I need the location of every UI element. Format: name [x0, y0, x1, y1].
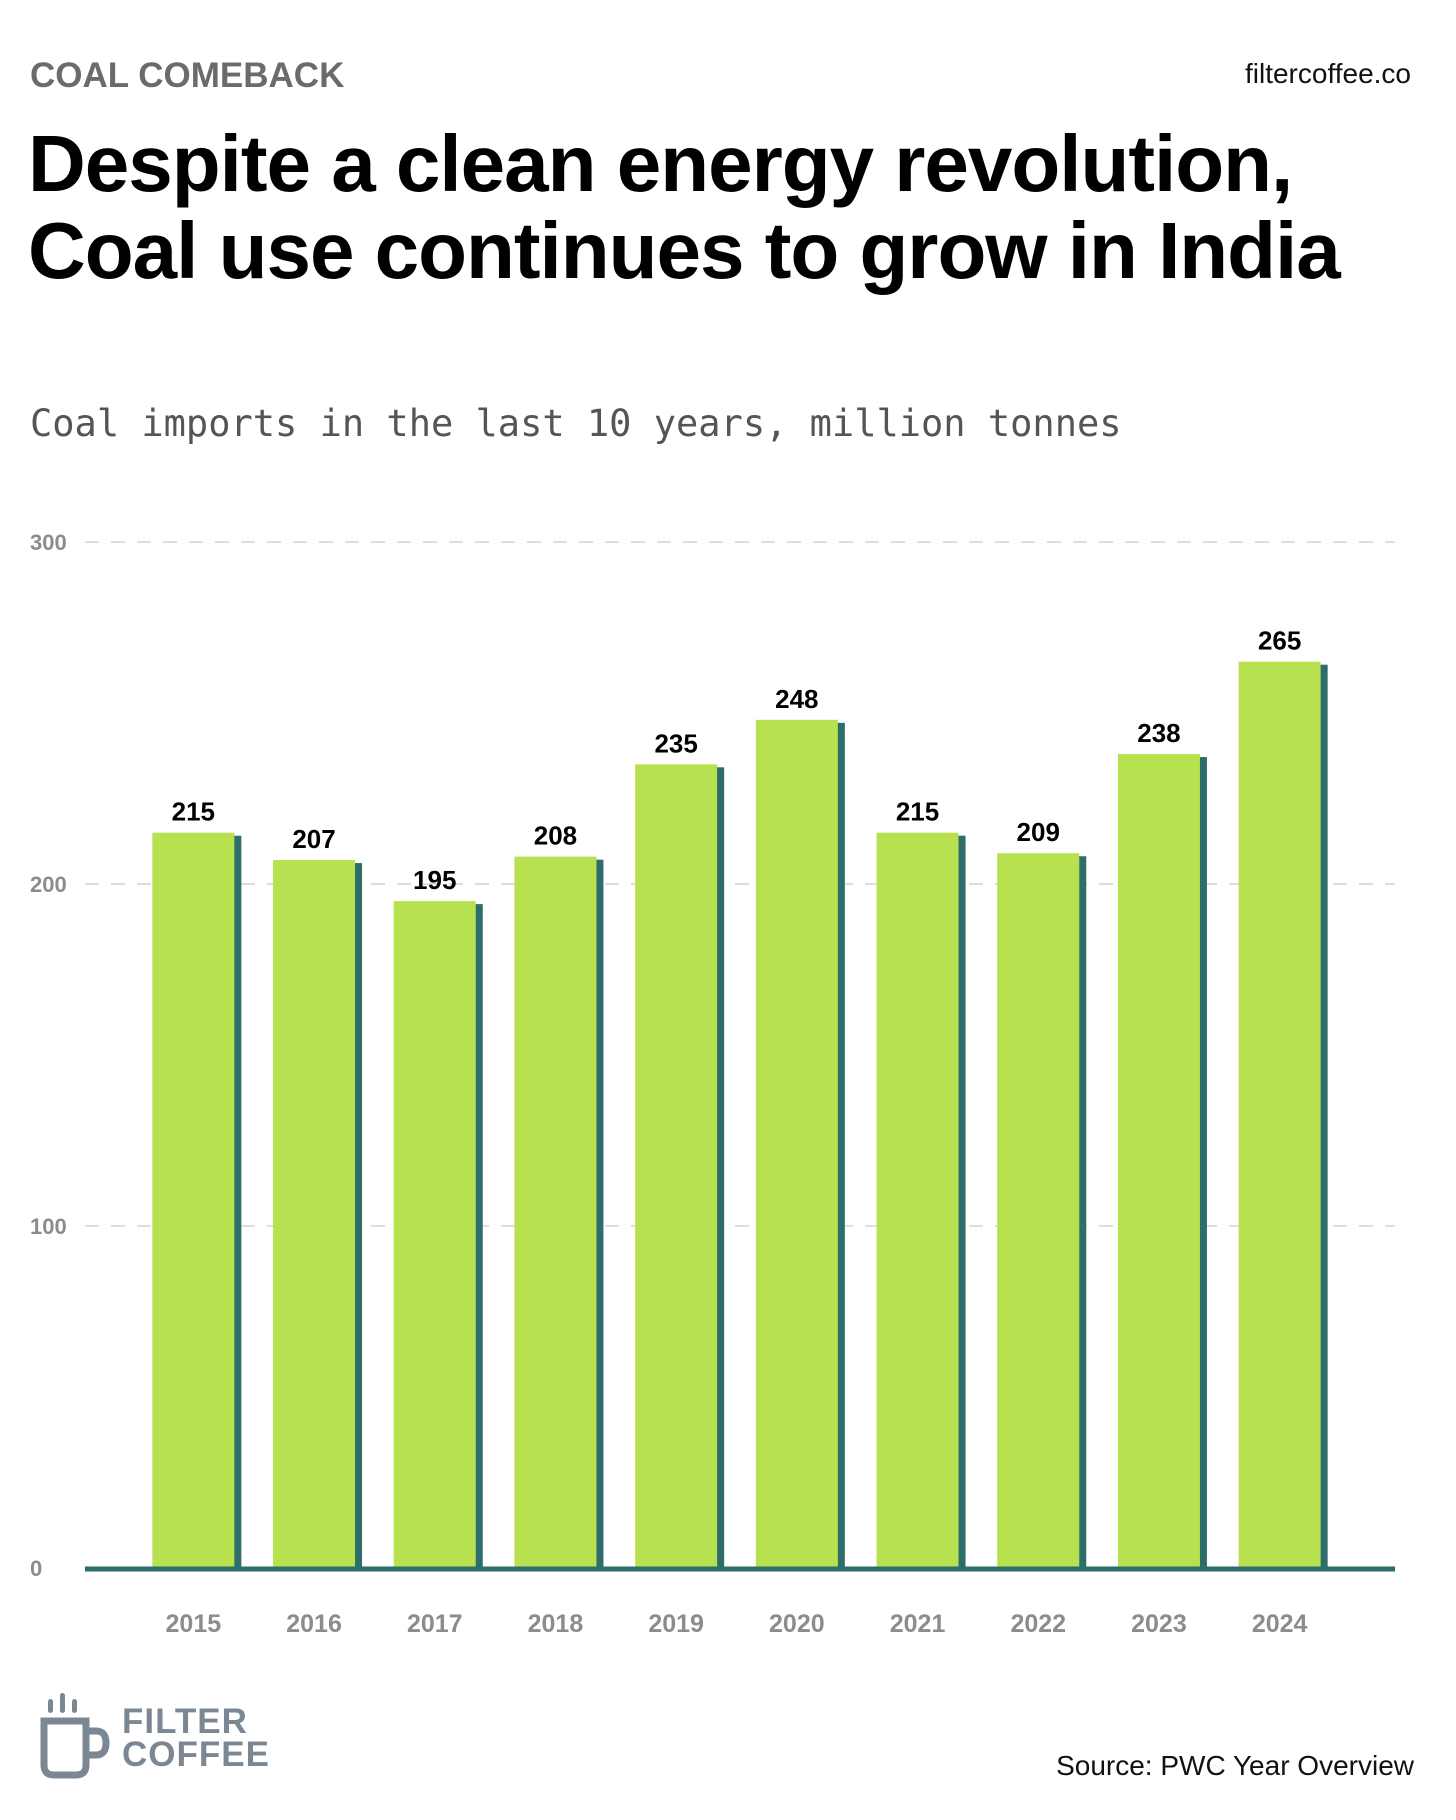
source-note: Source: PWC Year Overview — [1056, 1750, 1414, 1781]
bar — [273, 860, 356, 1568]
bar — [635, 764, 718, 1568]
data-labels: 215 207 195 208 235 248 215 209 238 265 — [172, 626, 1302, 895]
bar — [393, 901, 476, 1568]
data-label: 265 — [1258, 626, 1301, 656]
y-tick-label: 0 — [30, 1556, 42, 1581]
bar — [755, 719, 838, 1568]
data-label: 207 — [292, 824, 335, 854]
x-tick-label: 2023 — [1131, 1610, 1187, 1638]
coffee-cup-icon — [40, 1693, 110, 1779]
x-tick-label: 2020 — [769, 1610, 825, 1638]
filter-coffee-logo: FILTER COFFEE — [40, 1693, 270, 1783]
chart-title: Despite a clean energy revolution, Coal … — [28, 119, 1341, 295]
x-tick-label: 2018 — [528, 1610, 584, 1638]
bar — [152, 832, 235, 1568]
data-label: 195 — [413, 865, 456, 895]
logo-wordmark: FILTER COFFEE — [122, 1702, 270, 1774]
data-label: 215 — [896, 797, 939, 827]
x-tick-label: 2019 — [648, 1610, 704, 1638]
bar-chart: 0 100 200 300 215 207 195 208 235 248 215 209 238 26… — [30, 530, 1395, 1638]
data-label: 208 — [534, 821, 577, 851]
bar — [514, 856, 597, 1568]
bar — [997, 853, 1080, 1568]
data-label: 209 — [1017, 817, 1060, 847]
y-tick-label: 200 — [30, 872, 67, 897]
logo-line-1: FILTER — [122, 1702, 248, 1741]
x-tick-label: 2016 — [286, 1610, 342, 1638]
y-tick-label: 100 — [30, 1214, 67, 1239]
y-tick-labels: 0 100 200 300 — [30, 530, 67, 1581]
x-tick-label: 2017 — [407, 1610, 463, 1638]
data-label: 215 — [172, 797, 215, 827]
site-url[interactable]: filtercoffee.co — [1244, 58, 1411, 89]
bar — [876, 832, 959, 1568]
y-tick-label: 300 — [30, 530, 67, 555]
x-tick-label: 2024 — [1252, 1610, 1308, 1638]
bar — [1117, 754, 1200, 1568]
logo-line-2: COFFEE — [122, 1735, 270, 1774]
data-label: 238 — [1137, 718, 1180, 748]
x-tick-labels: 2015 2016 2017 2018 2019 2020 2021 2022 2023 2024 — [166, 1610, 1308, 1638]
x-tick-label: 2015 — [166, 1610, 222, 1638]
data-label: 235 — [654, 728, 697, 758]
bars — [152, 661, 1328, 1568]
bar — [1238, 661, 1321, 1568]
kicker: COAL COMEBACK — [30, 56, 345, 95]
data-label: 248 — [775, 684, 818, 714]
x-tick-label: 2022 — [1010, 1610, 1066, 1638]
chart-subtitle: Coal imports in the last 10 years, milli… — [30, 402, 1122, 445]
x-tick-label: 2021 — [890, 1610, 946, 1638]
